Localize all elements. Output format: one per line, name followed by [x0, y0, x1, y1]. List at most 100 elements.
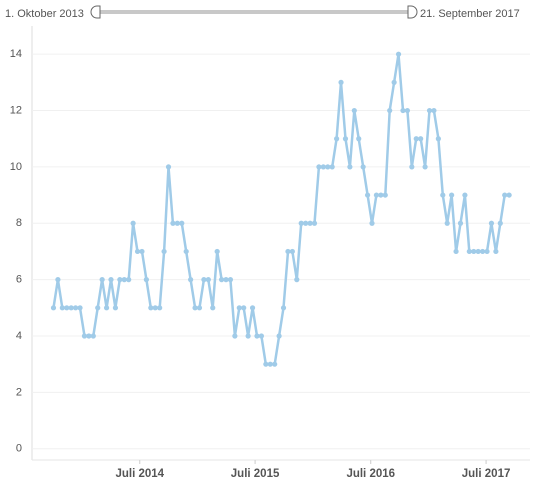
y-tick-label: 8: [16, 217, 22, 229]
data-point: [99, 277, 105, 283]
data-point: [462, 192, 468, 198]
data-point: [453, 248, 459, 255]
x-tick-label: Juli 2015: [231, 468, 280, 480]
slider-handle-end[interactable]: [407, 5, 418, 19]
data-point: [426, 107, 433, 114]
data-point: [369, 220, 375, 226]
y-tick-label: 0: [16, 443, 22, 455]
data-point: [179, 220, 185, 226]
data-point: [329, 164, 335, 170]
data-point: [161, 248, 167, 255]
data-point: [285, 248, 291, 255]
data-point: [254, 333, 260, 339]
data-point: [139, 248, 145, 255]
data-point: [126, 277, 132, 283]
data-point: [356, 136, 362, 142]
data-point: [303, 220, 309, 226]
data-point: [55, 277, 61, 283]
data-point: [413, 136, 419, 142]
x-tick-label: Juli 2017: [462, 468, 511, 480]
data-point: [418, 136, 424, 142]
data-point: [86, 333, 92, 339]
data-point: [73, 305, 79, 311]
data-point: [320, 164, 326, 170]
y-tick-label: 2: [16, 386, 22, 398]
data-point: [400, 107, 406, 114]
data-point: [267, 361, 273, 367]
data-point: [294, 277, 300, 283]
data-point: [223, 277, 229, 283]
data-point: [227, 277, 234, 283]
data-point: [338, 79, 344, 85]
data-point: [347, 164, 353, 170]
data-point: [435, 136, 441, 142]
data-point: [360, 164, 366, 170]
data-point: [364, 192, 371, 198]
data-line: [52, 52, 510, 366]
data-point: [112, 305, 119, 311]
data-point: [134, 248, 141, 255]
data-point: [471, 248, 477, 255]
data-point: [378, 192, 384, 198]
data-point: [157, 305, 163, 311]
data-point: [121, 277, 127, 283]
data-point: [183, 248, 189, 255]
data-point: [205, 277, 211, 283]
y-tick-label: 10: [10, 161, 22, 173]
data-point: [422, 164, 428, 170]
data-point: [493, 248, 499, 255]
data-point: [201, 277, 207, 283]
data-point: [64, 305, 70, 311]
data-point: [298, 220, 304, 226]
data-point: [316, 164, 322, 170]
y-tick-label: 14: [10, 48, 22, 60]
data-point: [249, 305, 256, 311]
data-point: [276, 333, 282, 339]
data-point: [241, 305, 247, 311]
filter-end: 21. September 2017: [420, 8, 520, 20]
data-point: [382, 192, 388, 198]
data-point: [466, 248, 472, 255]
data-point: [351, 107, 357, 114]
data-point: [59, 305, 65, 311]
data-point: [152, 305, 158, 311]
data-point: [325, 164, 331, 170]
y-tick-label: 12: [10, 104, 22, 116]
slider-handle-start[interactable]: [90, 5, 101, 19]
x-tick-label: Juli 2014: [115, 468, 164, 480]
data-point: [117, 277, 123, 283]
data-point: [395, 51, 402, 57]
data-point: [218, 277, 225, 283]
data-point: [245, 333, 251, 339]
y-tick-label: 6: [16, 274, 22, 286]
data-point: [165, 164, 172, 170]
data-point: [373, 192, 380, 198]
data-point: [475, 248, 481, 255]
data-point: [497, 220, 503, 226]
data-point: [272, 361, 278, 367]
data-point: [263, 361, 269, 367]
data-point: [409, 164, 415, 170]
data-point: [143, 277, 149, 283]
data-point: [391, 79, 397, 85]
data-point: [108, 277, 114, 283]
data-point: [457, 220, 464, 226]
data-point: [258, 333, 265, 339]
data-point: [404, 107, 410, 114]
data-point: [449, 192, 455, 198]
data-point: [50, 305, 57, 311]
data-point: [232, 333, 238, 339]
data-point: [387, 107, 393, 114]
data-point: [236, 305, 242, 311]
data-point: [196, 305, 203, 311]
data-point: [484, 248, 490, 255]
data-point: [95, 305, 101, 311]
data-point: [210, 305, 216, 311]
data-point: [334, 136, 340, 142]
data-point: [289, 248, 295, 255]
data-point: [103, 305, 110, 311]
data-point: [440, 192, 446, 198]
data-point: [342, 136, 349, 142]
data-point: [130, 220, 136, 226]
data-point: [502, 192, 508, 198]
